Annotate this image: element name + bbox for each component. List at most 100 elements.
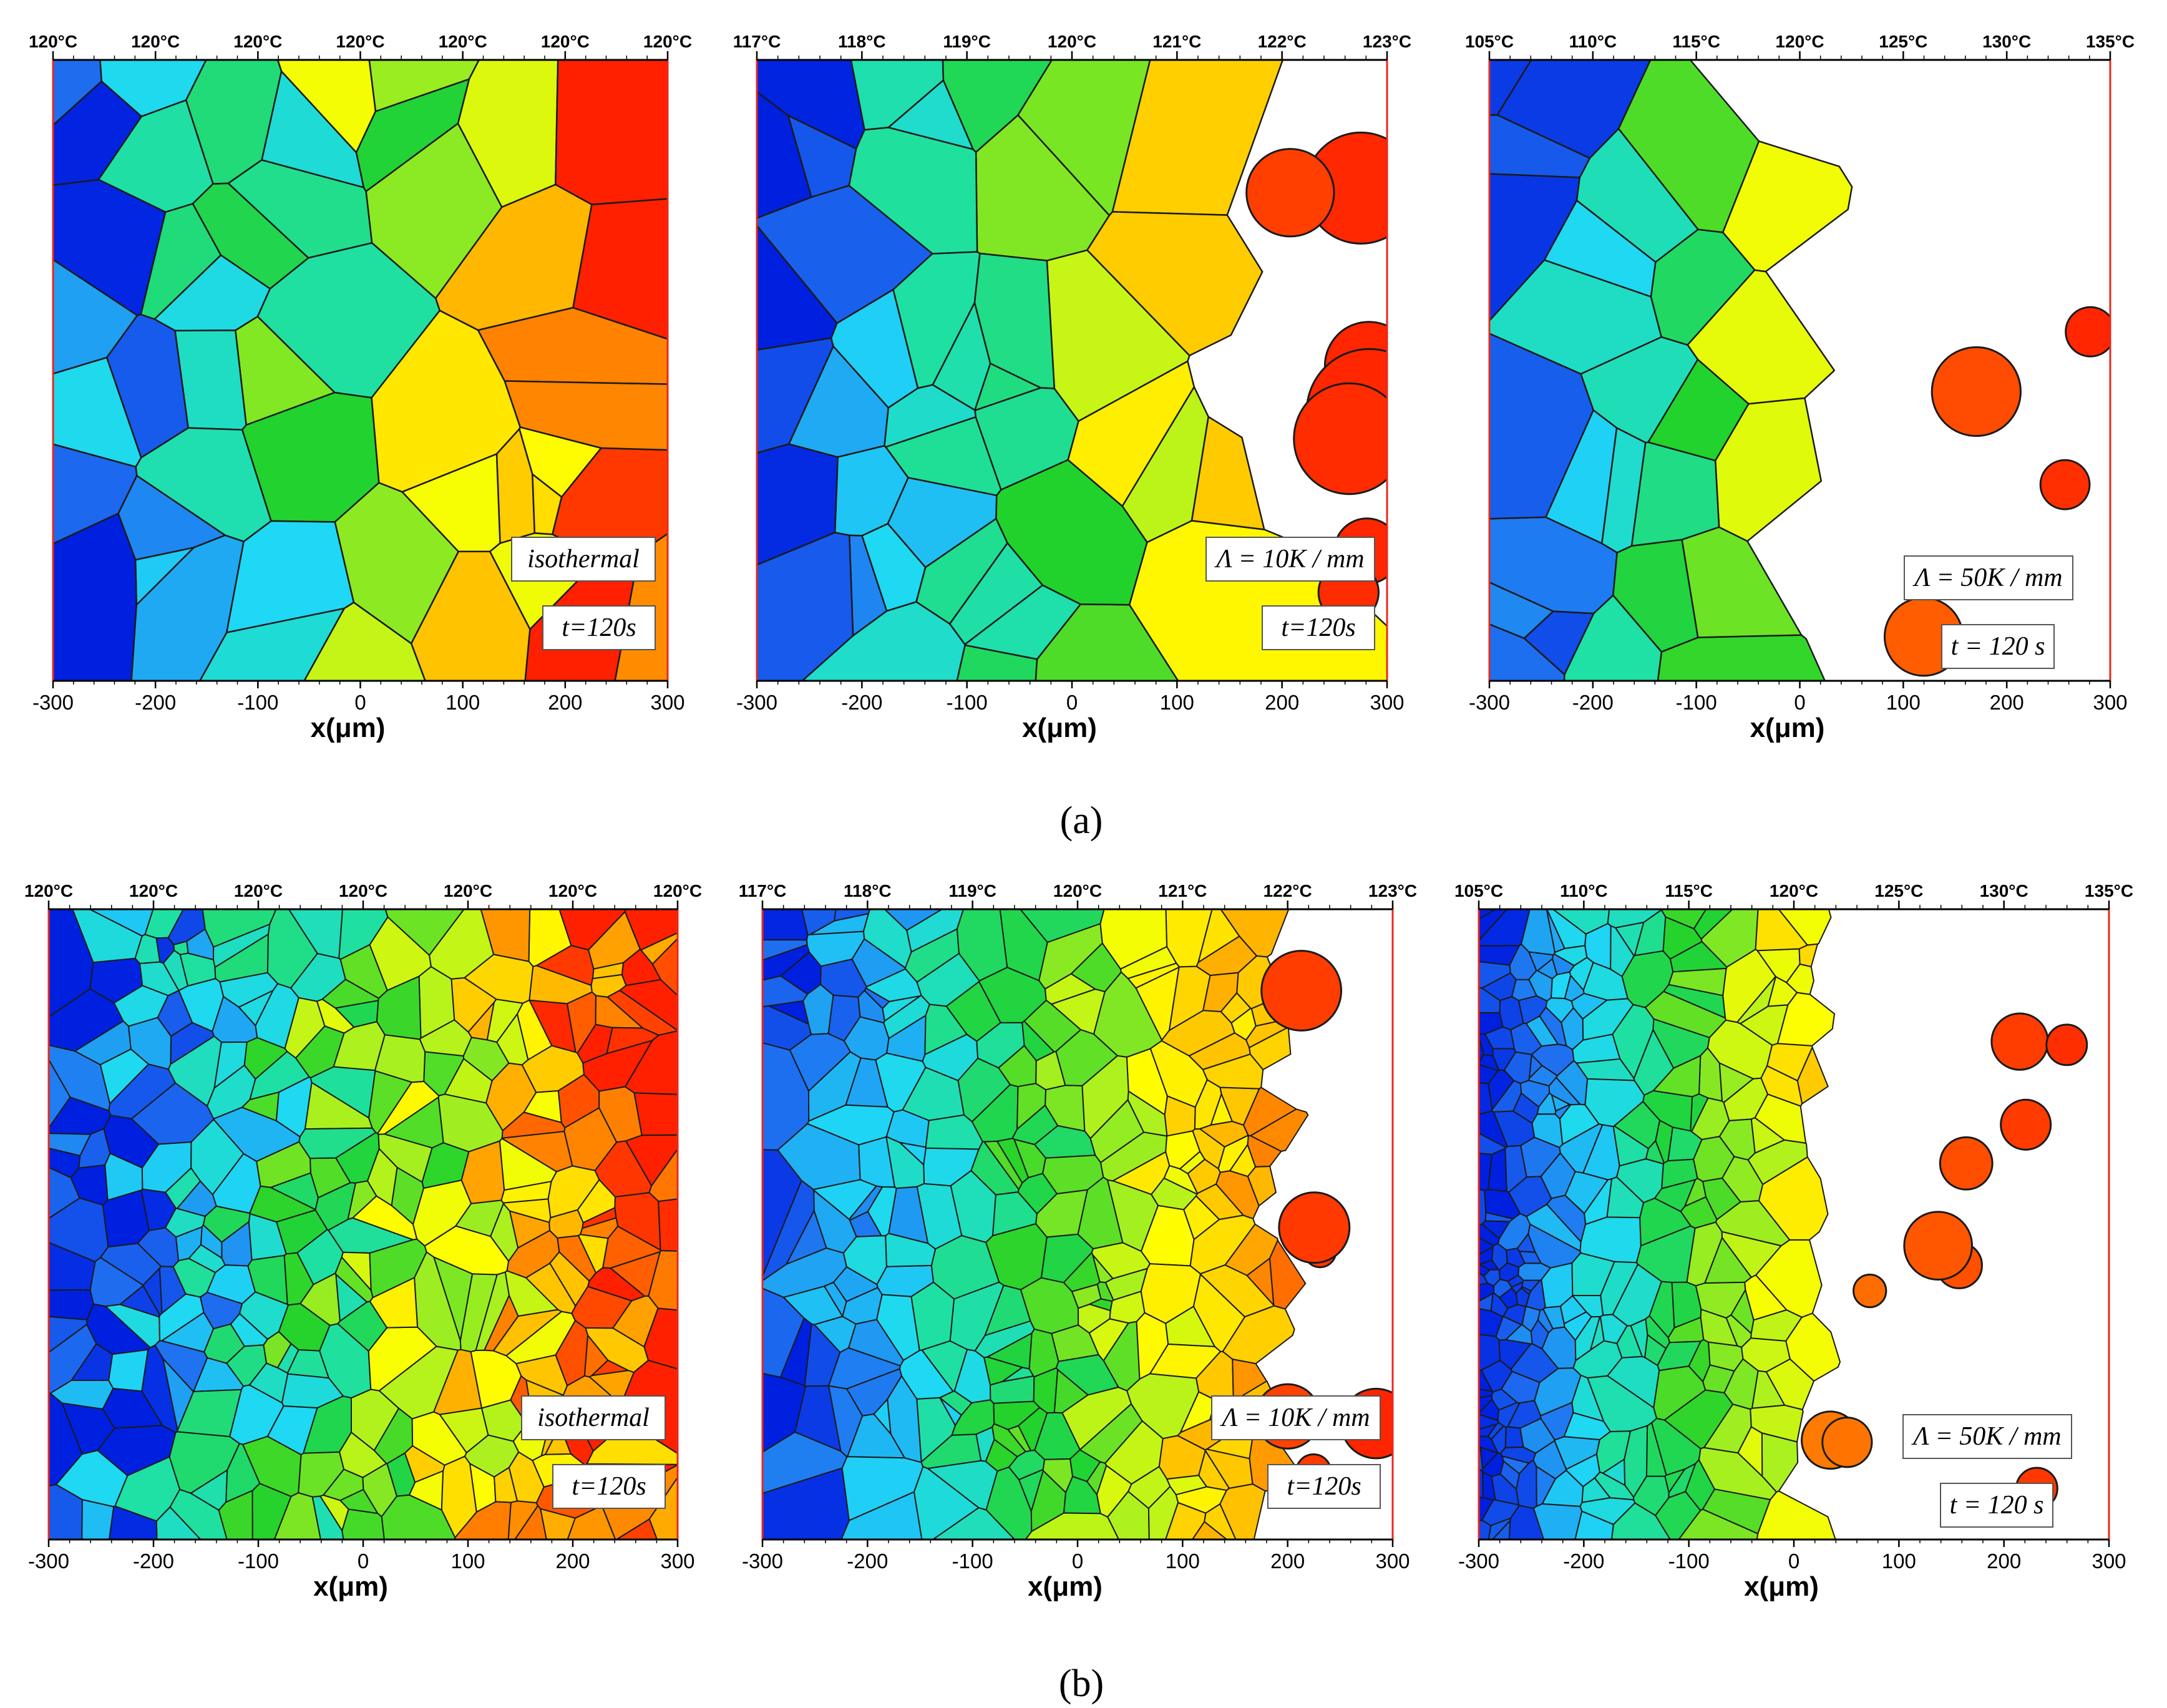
grain [373, 1407, 414, 1465]
grain [1491, 1388, 1519, 1411]
temperature-label: 120°C [548, 881, 597, 900]
panel-b-isothermal: -300 -200 -100 0 100 200 300 x(μm) 120°C 120°C 120… [24, 881, 702, 1602]
grain [1574, 1510, 1614, 1540]
x-tick-label: -300 [742, 1549, 783, 1573]
grain [1610, 924, 1635, 978]
grain [1017, 1407, 1048, 1452]
grain [850, 60, 945, 131]
x-tick-label: -300 [1458, 1549, 1499, 1573]
grain [1491, 1473, 1520, 1506]
x-tick-label: 100 [1160, 691, 1194, 714]
nucleus [2045, 1023, 2088, 1066]
grain [514, 1505, 547, 1540]
grain [1521, 1279, 1542, 1292]
temperature-label: 115°C [1672, 32, 1720, 51]
grain [202, 909, 277, 948]
grain [49, 1289, 94, 1320]
grain [1540, 1152, 1576, 1199]
grain [1541, 1469, 1584, 1507]
legend-frame [1904, 555, 2073, 600]
x-axis-label: x(μm) [311, 713, 386, 743]
grain [1479, 945, 1521, 966]
grain [832, 1266, 879, 1302]
temperature-label: 120°C [336, 32, 384, 51]
grain [411, 1411, 467, 1466]
grain [496, 1012, 529, 1066]
panel-a-isothermal: -300 -200 -100 0 100 200 300 x(μm) 120°C 120°C 120… [29, 32, 692, 743]
grain [1479, 1469, 1484, 1498]
grain [369, 1276, 419, 1329]
x-tick-label: -200 [1563, 1549, 1604, 1573]
grain [555, 60, 668, 205]
grain [521, 1045, 585, 1093]
grain [504, 1270, 560, 1317]
grain [470, 1349, 522, 1409]
temperature-label: 120°C [339, 881, 387, 900]
grain [1479, 1259, 1500, 1271]
grain [1798, 943, 1819, 968]
grain [558, 909, 626, 951]
temperature-label: 110°C [1560, 881, 1608, 900]
time-label: t = 120 s [1951, 632, 2045, 661]
grain [1484, 1189, 1521, 1220]
grain [463, 954, 534, 1004]
time-frame [542, 605, 656, 650]
grain [1042, 1154, 1104, 1194]
grain [1572, 1340, 1623, 1379]
grain [1723, 1077, 1769, 1121]
grain [1515, 1287, 1531, 1307]
x-tick-label: -300 [32, 691, 74, 714]
legend-box: isothermal [521, 1395, 666, 1440]
x-tick-label: 100 [450, 1549, 485, 1573]
grain [1528, 1065, 1559, 1087]
grain [225, 1344, 267, 1387]
grain [295, 1025, 345, 1079]
x-tick-label: 200 [548, 691, 582, 714]
grain [298, 1127, 377, 1159]
legend-frame [1205, 537, 1375, 582]
grain [1569, 957, 1594, 992]
temperature-label: 118°C [838, 32, 886, 51]
grain [439, 1407, 489, 1454]
grain [61, 1402, 115, 1455]
time-box: t=120s [552, 1464, 666, 1509]
x-tick-label: 200 [555, 1549, 590, 1573]
grain [1559, 1103, 1600, 1146]
time-box: t = 120 s [1940, 1483, 2053, 1528]
x-tick-label: -100 [238, 1549, 279, 1573]
grain [212, 995, 258, 1043]
grain [827, 994, 861, 1042]
grain [925, 1114, 983, 1150]
temperature-label: 119°C [943, 32, 991, 51]
legend-condition: Λ = 50K / mm [1912, 564, 2062, 592]
grain [1249, 1108, 1309, 1152]
x-tick-label: -200 [1572, 691, 1614, 714]
x-tick-label: 0 [358, 1549, 369, 1573]
caption-b: (b) [1059, 1662, 1104, 1705]
temperature-label: 110°C [1569, 32, 1617, 51]
grain [1489, 581, 1555, 640]
caption-a: (a) [1060, 799, 1103, 842]
time-frame [1262, 605, 1375, 650]
grain [924, 1003, 968, 1056]
x-tick-label: 0 [1794, 691, 1805, 714]
grain [454, 1501, 512, 1540]
grain [335, 1272, 368, 1322]
temperature-label: 125°C [1879, 32, 1927, 51]
grain [89, 909, 154, 937]
temperature-label: 123°C [1368, 881, 1417, 900]
x-axis-label: x(μm) [313, 1571, 388, 1602]
temperature-label: 120°C [1053, 881, 1102, 900]
x-tick-label: 100 [446, 691, 480, 714]
grain [1135, 966, 1180, 1042]
temperature-label: 120°C [129, 881, 178, 900]
grain [1600, 426, 1647, 554]
grain-map [49, 909, 678, 1540]
grain [261, 69, 365, 189]
time-frame [1267, 1464, 1381, 1509]
grain [1739, 1004, 1789, 1046]
grain [572, 198, 668, 340]
grain [782, 1286, 844, 1325]
temperature-label: 121°C [1152, 32, 1201, 51]
temperature-label: 125°C [1874, 881, 1923, 900]
